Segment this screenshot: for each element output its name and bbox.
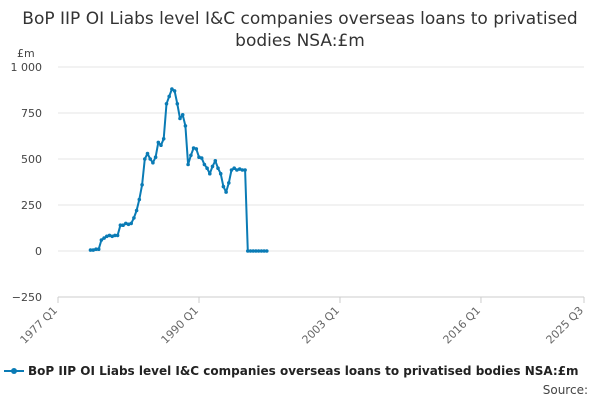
data-point [197, 155, 201, 159]
y-tick-label: −250 [12, 291, 42, 304]
data-point [208, 171, 212, 176]
data-point [232, 166, 236, 170]
data-point [124, 221, 128, 226]
data-point [126, 222, 131, 227]
data-point [137, 197, 142, 202]
x-tick-label: 1977 Q1 [18, 304, 61, 347]
data-point [202, 162, 207, 167]
data-point [254, 249, 258, 253]
data-point [164, 102, 169, 106]
data-point [172, 89, 177, 93]
data-point [88, 248, 93, 252]
data-point [156, 140, 161, 145]
x-tick-label: 2016 Q1 [441, 304, 484, 347]
y-axis-unit-label: £m [17, 47, 35, 60]
legend-series-label: BoP IIP OI Liabs level I&C companies ove… [28, 364, 579, 378]
y-tick-label: 0 [35, 245, 42, 258]
data-point [205, 166, 209, 170]
data-point [216, 166, 220, 170]
data-point [91, 248, 95, 252]
data-point [113, 233, 117, 238]
data-point [134, 208, 139, 213]
data-point [262, 249, 266, 253]
x-tick-label: 2003 Q1 [300, 304, 343, 347]
y-tick-label: 250 [21, 199, 42, 212]
data-point [199, 156, 204, 160]
data-point [99, 238, 104, 242]
data-point [145, 151, 150, 156]
data-point [180, 113, 185, 117]
data-point [121, 223, 125, 227]
data-point [110, 234, 114, 239]
data-point [175, 102, 180, 106]
data-point [105, 234, 109, 239]
data-point [229, 168, 234, 172]
data-point [221, 184, 226, 189]
data-point [102, 236, 106, 240]
source-label: Source: [542, 383, 588, 397]
data-point [213, 159, 218, 163]
data-point [240, 168, 245, 172]
data-point [210, 164, 215, 169]
data-point [265, 249, 269, 253]
data-point [248, 249, 253, 253]
data-point [161, 137, 166, 141]
data-point [246, 249, 250, 253]
legend-series-marker [4, 366, 24, 376]
data-point [191, 146, 196, 150]
data-point [186, 162, 190, 167]
data-point [115, 233, 120, 238]
data-point [243, 168, 247, 172]
data-point [224, 190, 228, 194]
data-point [218, 171, 223, 176]
y-tick-label: 500 [21, 153, 42, 166]
data-point [178, 116, 182, 121]
data-point [167, 94, 171, 99]
data-point [259, 249, 264, 253]
data-point [235, 168, 239, 172]
chart-legend[interactable]: BoP IIP OI Liabs level I&C companies ove… [4, 364, 596, 378]
data-point [132, 216, 136, 220]
data-point [107, 233, 112, 238]
y-tick-label: 1 000 [11, 61, 43, 74]
data-point [189, 153, 193, 158]
y-tick-label: 750 [21, 107, 42, 120]
data-point [183, 124, 188, 128]
data-point [170, 87, 174, 91]
data-point [159, 143, 163, 147]
chart-title: BoP IIP OI Liabs level I&C companies ove… [22, 9, 578, 51]
data-point [153, 155, 158, 159]
data-point [148, 157, 152, 161]
data-point [251, 249, 255, 253]
data-point [227, 181, 231, 185]
data-point [194, 147, 199, 151]
data-point [140, 183, 144, 187]
data-point [143, 157, 147, 161]
data-point [118, 223, 123, 227]
data-point [96, 247, 101, 251]
data-point [256, 249, 261, 253]
data-point [151, 160, 155, 165]
x-tick-label: 2025 Q3 [544, 304, 587, 347]
data-point [129, 221, 133, 226]
data-point [94, 247, 98, 251]
x-tick-label: 1990 Q1 [159, 304, 202, 347]
